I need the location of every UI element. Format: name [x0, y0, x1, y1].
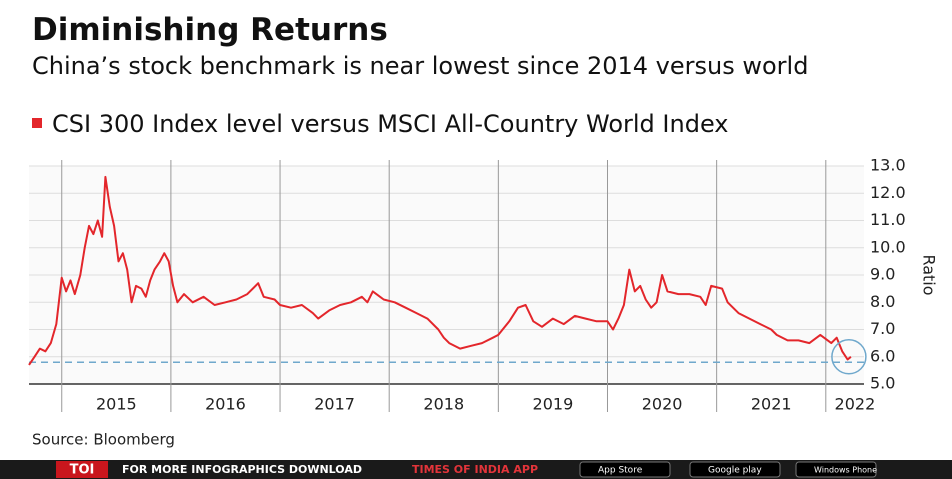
badge-label[interactable]: Google play	[708, 466, 762, 476]
footer-logo-box	[56, 461, 108, 478]
y-tick-label: 9.0	[870, 265, 895, 284]
x-tick-label: 2016	[205, 395, 246, 414]
y-tick-label: 13.0	[870, 156, 906, 175]
legend-label: CSI 300 Index level versus MSCI All-Coun…	[52, 110, 729, 138]
x-tick-label: 2017	[314, 395, 355, 414]
highlight-ring	[831, 339, 867, 375]
badge-label[interactable]: App Store	[598, 466, 643, 476]
y-tick-label: 12.0	[870, 183, 906, 202]
legend: CSI 300 Index level versus MSCI All-Coun…	[32, 110, 842, 138]
footer-text: FOR MORE INFOGRAPHICS DOWNLOAD	[122, 463, 362, 476]
footer-app: TIMES OF INDIA APP	[412, 463, 538, 476]
chart-title: Diminishing Returns	[32, 12, 388, 48]
x-tick-label: 2022	[835, 395, 876, 414]
y-tick-label: 8.0	[870, 292, 895, 311]
footer-logo: TOI	[70, 463, 95, 478]
x-tick-label: 2019	[533, 395, 574, 414]
x-tick-label: 2018	[423, 395, 464, 414]
y-tick-label: 6.0	[870, 346, 895, 365]
badge-label[interactable]: Windows Phone	[814, 466, 877, 475]
y-axis-label: Ratio	[920, 254, 939, 295]
chart-subtitle: China’s stock benchmark is near lowest s…	[32, 52, 809, 80]
x-tick-label: 2015	[96, 395, 137, 414]
legend-swatch	[32, 118, 42, 128]
y-tick-label: 11.0	[870, 210, 906, 229]
line	[28, 175, 852, 366]
y-tick-label: 7.0	[870, 319, 895, 338]
y-tick-label: 5.0	[870, 374, 895, 393]
y-tick-label: 10.0	[870, 237, 906, 256]
badge[interactable]	[795, 461, 877, 478]
badge[interactable]	[579, 461, 671, 478]
x-tick-label: 2021	[751, 395, 792, 414]
source: Source: Bloomberg	[32, 431, 175, 449]
x-tick-label: 2020	[642, 395, 683, 414]
badge[interactable]	[689, 461, 781, 478]
